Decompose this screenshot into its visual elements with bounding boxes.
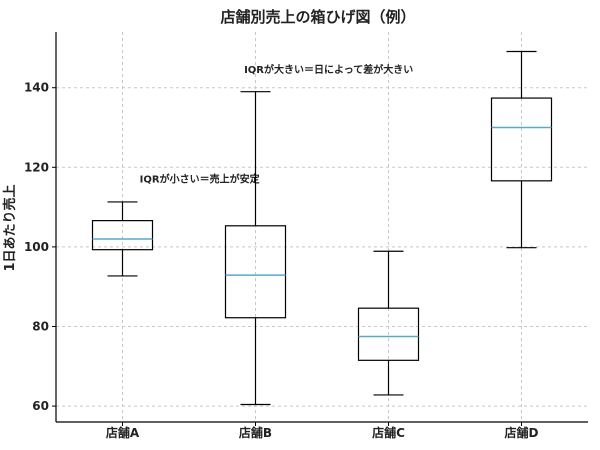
- x-tick-label: 店舗B: [239, 425, 272, 440]
- annotation-text: IQRが小さい＝売上が安定: [140, 172, 260, 185]
- axes: [55, 32, 588, 423]
- box-iqr: [490, 97, 553, 182]
- box-group: [224, 91, 287, 406]
- annotation-text: IQRが大きい＝日によって差が大きい: [244, 63, 413, 76]
- box-iqr: [224, 225, 287, 319]
- y-tick-label: 60: [32, 399, 49, 413]
- box-group: [91, 201, 154, 277]
- y-axis-label: 1日あたり売上: [2, 184, 18, 271]
- y-tick-label: 120: [24, 160, 49, 174]
- x-axis-ticks: 店舗A 店舗B 店舗C 店舗D: [106, 422, 539, 440]
- y-tick-label: 100: [24, 240, 49, 254]
- y-axis-ticks: 60 80 100 120 140: [24, 81, 56, 413]
- grid-lines: [56, 32, 588, 422]
- box-iqr: [357, 307, 420, 361]
- box-iqr: [91, 220, 154, 251]
- box-group: [357, 250, 420, 396]
- annotations: IQRが大きい＝日によって差が大きい IQRが小さい＝売上が安定: [140, 63, 414, 185]
- box-group: [490, 50, 553, 249]
- boxes: [91, 50, 553, 406]
- chart-title: 店舗別売上の箱ひげ図（例）: [220, 8, 415, 26]
- y-tick-label: 80: [32, 319, 49, 333]
- x-tick-label: 店舗A: [106, 425, 140, 440]
- x-tick-label: 店舗C: [372, 425, 405, 440]
- x-tick-label: 店舗D: [505, 425, 539, 440]
- y-tick-label: 140: [24, 81, 49, 95]
